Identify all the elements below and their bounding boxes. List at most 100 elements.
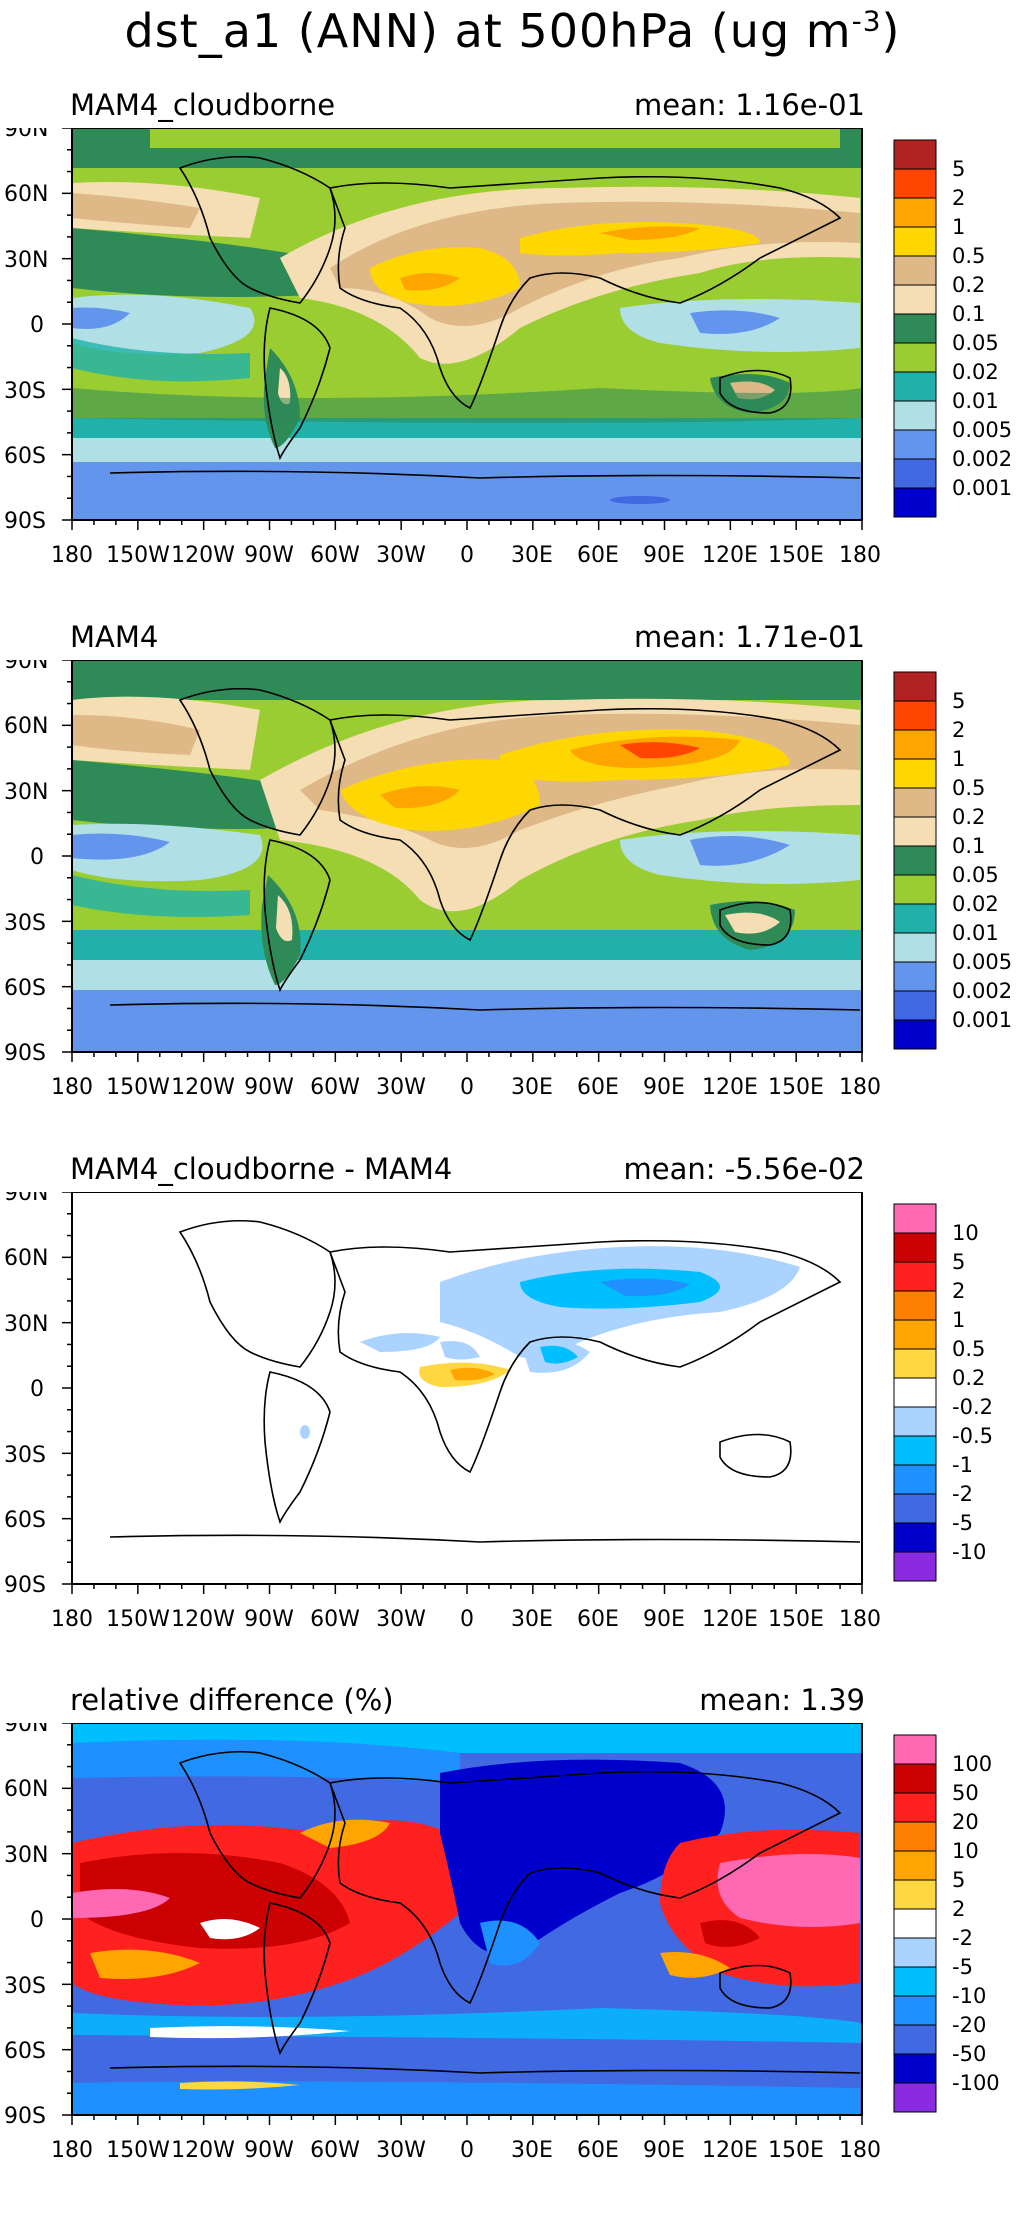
colorbar-swatch	[893, 284, 937, 315]
colorbar-swatch	[893, 429, 937, 460]
lon-tick-label: 60E	[577, 1607, 619, 1632]
colorbar-swatch	[893, 903, 937, 934]
map-plot: 90N 60N 30N 0 30S 60S 90S 180 150W 120W …	[4, 1723, 880, 2163]
colorbar-label: 0.01	[952, 389, 999, 413]
lat-tick-label: 30N	[4, 248, 48, 273]
colorbar-label: 0.1	[952, 302, 985, 326]
colorbar-label: -0.2	[952, 1395, 993, 1419]
colorbar: 5 2 1 0.5 0.2 0.1 0.05 0.02 0.01 0.005 0.002 0.001	[893, 671, 1012, 1050]
colorbar-label: 100	[952, 1752, 992, 1776]
lon-tick-label: 90E	[643, 2138, 685, 2163]
lon-axis: 180 150W 120W 90W 60W 30W 0 30E 60E 90E …	[51, 1075, 880, 1100]
colorbar-label: 5	[952, 157, 965, 181]
figure-title: dst_a1 (ANN) at 500hPa (ug m-3)	[0, 4, 1025, 58]
colorbar-swatch	[893, 1850, 937, 1881]
colorbar-label: 1	[952, 1308, 965, 1332]
colorbar-label: -0.5	[952, 1424, 993, 1448]
lon-tick-label: 0	[460, 2138, 474, 2163]
colorbar-swatch	[893, 816, 937, 847]
colorbar-swatch	[893, 1493, 937, 1524]
colorbar-swatch	[893, 487, 937, 518]
lon-tick-label: 30W	[376, 2138, 426, 2163]
map-plot: 90N 60N 30N 0 30S 60S 90S 180 150W 120W …	[4, 128, 880, 568]
colorbar-swatch	[893, 1406, 937, 1437]
lon-tick-label: 60W	[310, 543, 360, 568]
lon-tick-label: 120E	[702, 543, 758, 568]
coastlines	[109, 688, 861, 1011]
colorbar-swatch	[893, 1879, 937, 1910]
colorbar-label: 0.001	[952, 1008, 1012, 1032]
colorbar-swatch	[893, 1348, 937, 1379]
lon-tick-label: 150E	[768, 1607, 824, 1632]
lat-tick-label: 30N	[4, 1312, 48, 1337]
colorbar-swatch	[893, 2024, 937, 2055]
lon-axis: 180 150W 120W 90W 60W 30W 0 30E 60E 90E …	[51, 2138, 880, 2163]
colorbar-swatch	[893, 255, 937, 286]
lon-tick-label: 0	[460, 543, 474, 568]
colorbar-label: 0.2	[952, 1366, 985, 1390]
lon-tick-label: 180	[51, 2138, 93, 2163]
lat-tick-label: 90N	[4, 1723, 48, 1737]
lon-tick-label: 90W	[244, 1075, 294, 1100]
colorbar-label: 0.5	[952, 244, 985, 268]
lon-tick-label: 120W	[171, 1607, 235, 1632]
colorbar-swatch	[893, 1464, 937, 1495]
colorbar-label: 2	[952, 1279, 965, 1303]
colorbar-label: 1	[952, 747, 965, 771]
colorbar-label: -100	[952, 2071, 1000, 2095]
colorbar-swatch	[893, 458, 937, 489]
colorbar-label: 0.002	[952, 979, 1012, 1003]
colorbar-label: 0.01	[952, 921, 999, 945]
colorbar-swatch	[893, 1763, 937, 1794]
lat-tick-label: 90N	[4, 660, 48, 674]
panel-mam4: MAM4 mean: 1.71e-01	[0, 620, 1025, 1150]
lon-axis: 180 150W 120W 90W 60W 30W 0 30E 60E 90E …	[51, 543, 880, 568]
lon-tick-label: 30W	[376, 1607, 426, 1632]
lat-tick-label: 0	[30, 1377, 44, 1402]
colorbar-label: 0.5	[952, 1337, 985, 1361]
colorbar-swatch	[893, 1203, 937, 1234]
lat-tick-label: 30S	[4, 1974, 46, 1999]
panel-relative-difference: relative difference (%) mean: 1.39	[0, 1683, 1025, 2213]
colorbar-swatch	[893, 961, 937, 992]
lon-tick-label: 0	[460, 1607, 474, 1632]
colorbar-label: -50	[952, 2042, 986, 2066]
colorbar-swatch	[893, 1792, 937, 1823]
lon-tick-label: 0	[460, 1075, 474, 1100]
map-fill	[72, 1192, 862, 1584]
colorbar-label: -1	[952, 1453, 973, 1477]
axis-ticks	[62, 1192, 863, 1594]
lon-tick-label: 60E	[577, 2138, 619, 2163]
lat-tick-label: 90S	[4, 2104, 46, 2129]
lat-tick-label: 90S	[4, 509, 46, 534]
lon-tick-label: 60W	[310, 1607, 360, 1632]
colorbar: 5 2 1 0.5 0.2 0.1 0.05 0.02 0.01 0.005 0.002 0.001	[893, 139, 1012, 518]
axis-ticks	[62, 1723, 863, 2125]
colorbar-swatch	[893, 1319, 937, 1350]
colorbar-swatch	[893, 1261, 937, 1292]
colorbar-swatch	[893, 1522, 937, 1553]
panel-mean: mean: -5.56e-02	[623, 1152, 865, 1186]
coastlines	[109, 1220, 861, 1543]
colorbar-swatch	[893, 400, 937, 431]
map-fill	[72, 128, 862, 520]
lon-tick-label: 150W	[106, 2138, 170, 2163]
panel-name: MAM4_cloudborne - MAM4	[70, 1152, 453, 1186]
colorbar-swatch	[893, 1232, 937, 1263]
colorbar-swatch	[893, 990, 937, 1021]
colorbar-swatch	[893, 1377, 937, 1408]
title-close: )	[881, 4, 901, 58]
colorbar-label: 0.5	[952, 776, 985, 800]
lon-tick-label: 150E	[768, 543, 824, 568]
colorbar-swatch	[893, 371, 937, 402]
colorbar-label: 0.05	[952, 331, 999, 355]
colorbar-label: 5	[952, 1250, 965, 1274]
map-plot: 90N 60N 30N 0 30S 60S 90S 180 150W 120W …	[4, 660, 880, 1100]
lon-tick-label: 30E	[511, 543, 553, 568]
lon-tick-label: 60E	[577, 543, 619, 568]
lon-tick-label: 90W	[244, 2138, 294, 2163]
lat-tick-label: 30S	[4, 379, 46, 404]
lat-axis: 90N 60N 30N 0 30S 60S 90S	[4, 1192, 48, 1598]
lon-tick-label: 180	[839, 543, 880, 568]
colorbar-swatch	[893, 671, 937, 702]
